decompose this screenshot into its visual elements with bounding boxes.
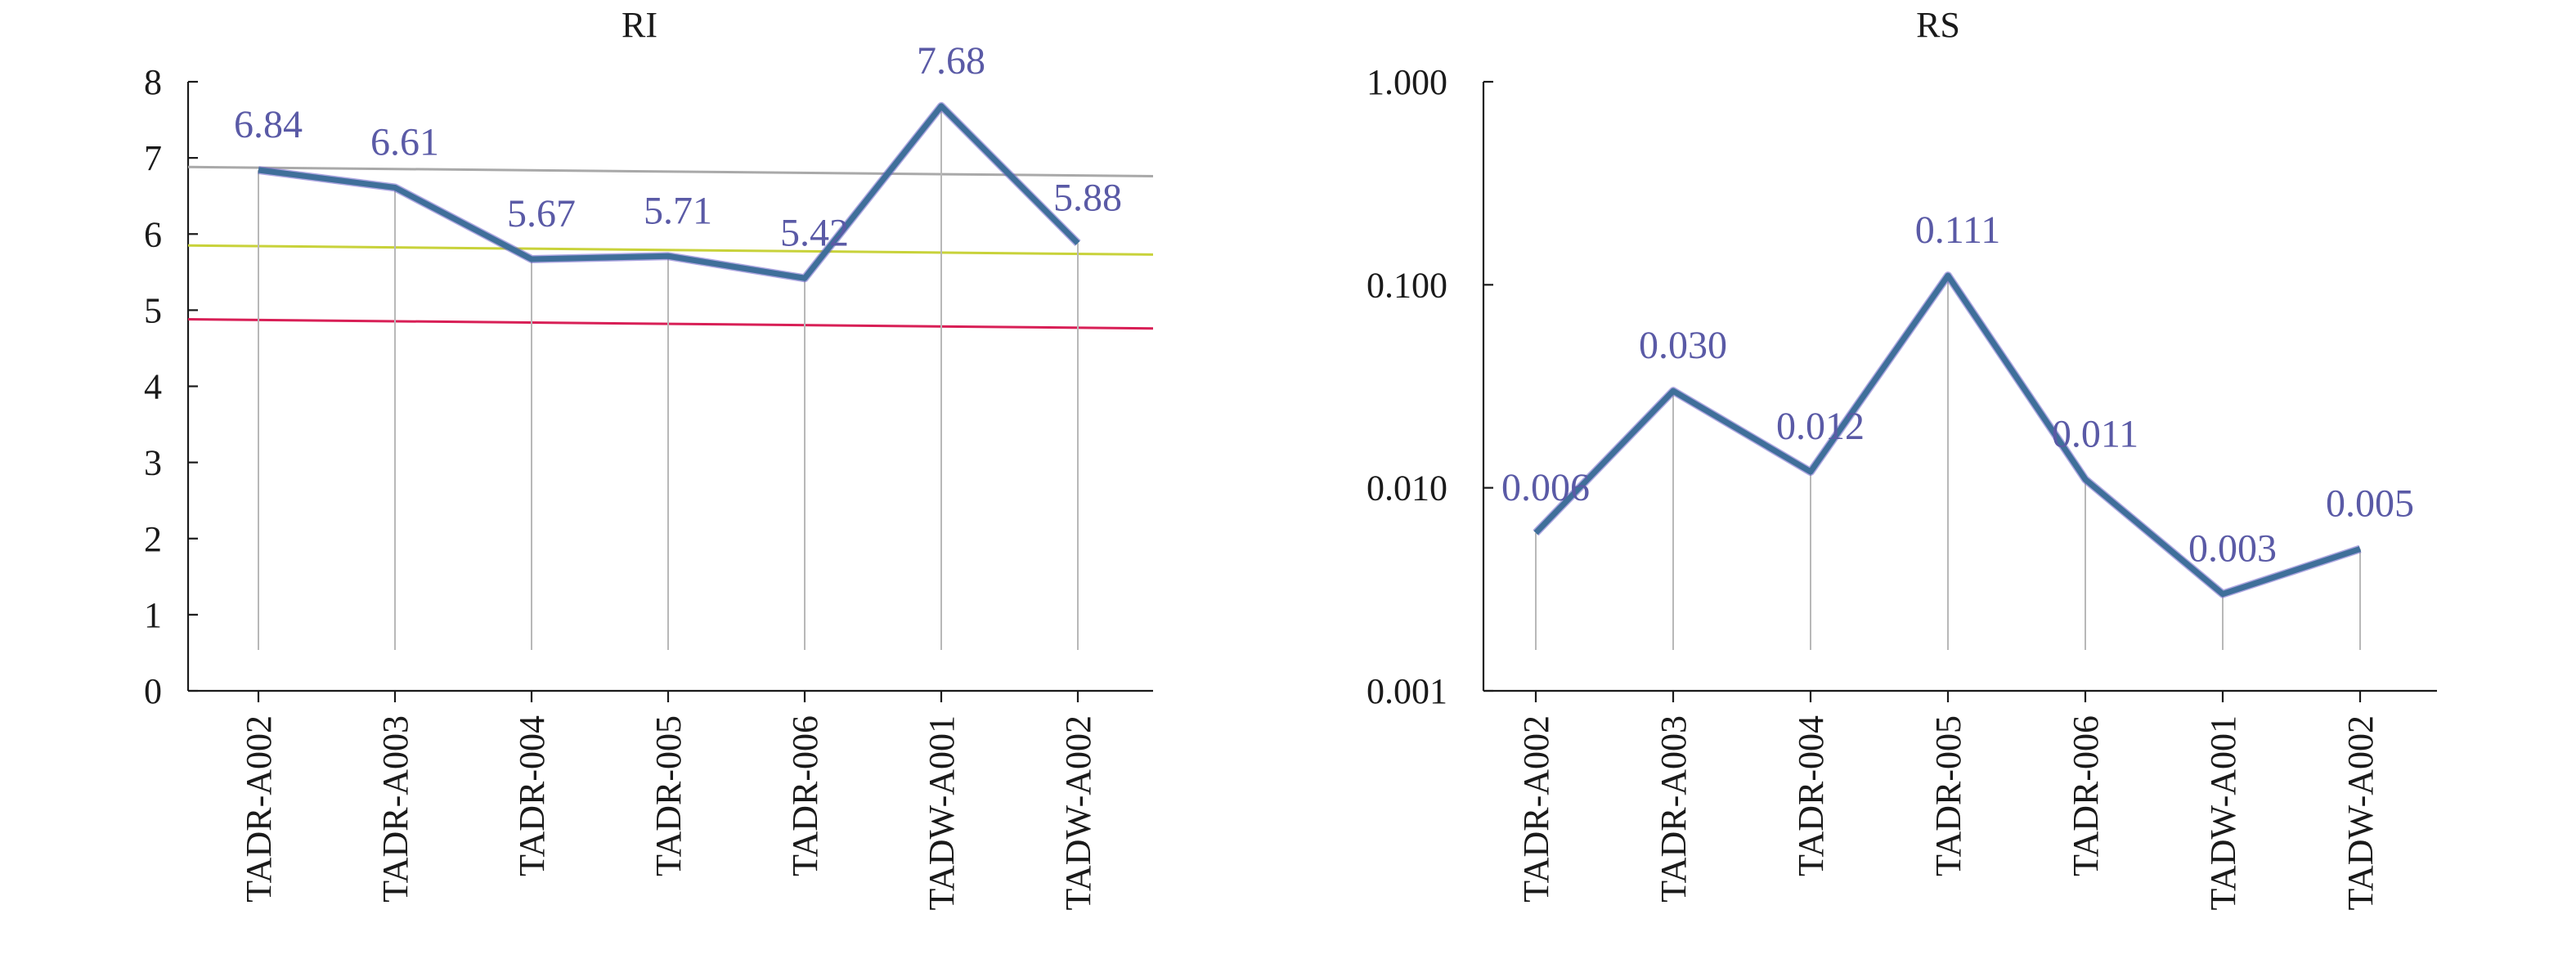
x-tick-label: TADR-004 <box>1791 715 1831 876</box>
reference-line <box>187 318 1154 330</box>
reference-line <box>187 244 1154 256</box>
data-label: 0.111 <box>1915 208 2000 252</box>
chart-title: RI <box>622 5 657 45</box>
x-tick-label: TADR-006 <box>785 715 825 876</box>
data-label: 5.88 <box>1053 176 1122 219</box>
x-tick-label: TADW-A002 <box>1058 715 1098 910</box>
data-label: 7.68 <box>917 39 985 83</box>
x-tick-label: TADR-A002 <box>239 715 279 903</box>
y-tick-label: 1.000 <box>1367 62 1447 102</box>
data-label: 5.71 <box>644 189 712 232</box>
x-tick-label: TADW-A001 <box>922 715 962 910</box>
y-tick-label: 0.001 <box>1367 671 1447 711</box>
y-tick-label: 4 <box>144 367 162 407</box>
data-label: 0.030 <box>1639 324 1727 367</box>
y-tick-label: 0.100 <box>1367 265 1447 305</box>
data-label: 6.61 <box>370 120 439 164</box>
data-label: 6.84 <box>234 103 303 146</box>
x-tick-label: TADR-005 <box>648 715 689 876</box>
data-label: 0.006 <box>1501 466 1590 509</box>
y-tick-label: 3 <box>144 443 162 483</box>
data-label: 5.67 <box>507 192 576 235</box>
y-tick-label: 6 <box>144 214 162 254</box>
x-tick-label: TADW-A001 <box>2203 715 2243 910</box>
y-tick-label: 7 <box>144 138 162 178</box>
data-label: 5.42 <box>780 211 849 254</box>
reference-line <box>187 165 1154 177</box>
y-tick-label: 1 <box>144 595 162 635</box>
x-tick-label: TADW-A002 <box>2340 715 2381 910</box>
x-tick-label: TADR-006 <box>2066 715 2106 876</box>
chart-title: RS <box>1916 5 1960 45</box>
y-tick-label: 2 <box>144 519 162 559</box>
y-tick-label: 0.010 <box>1367 468 1447 509</box>
x-tick-label: TADR-A003 <box>375 715 415 903</box>
series-line <box>258 103 1080 281</box>
data-label: 0.005 <box>2326 482 2414 525</box>
x-tick-label: TADR-A003 <box>1654 715 1694 903</box>
y-tick-label: 5 <box>144 290 162 330</box>
data-label: 0.003 <box>2188 527 2277 571</box>
x-tick-label: TADR-A002 <box>1516 715 1556 903</box>
y-tick-label: 8 <box>144 62 162 102</box>
y-tick-label: 0 <box>144 671 162 711</box>
data-label: 0.011 <box>2052 412 2138 455</box>
x-tick-label: TADR-004 <box>512 715 552 876</box>
x-tick-label: TADR-005 <box>1928 715 1968 876</box>
series-line <box>1533 272 2362 598</box>
data-label: 0.012 <box>1776 405 1865 448</box>
